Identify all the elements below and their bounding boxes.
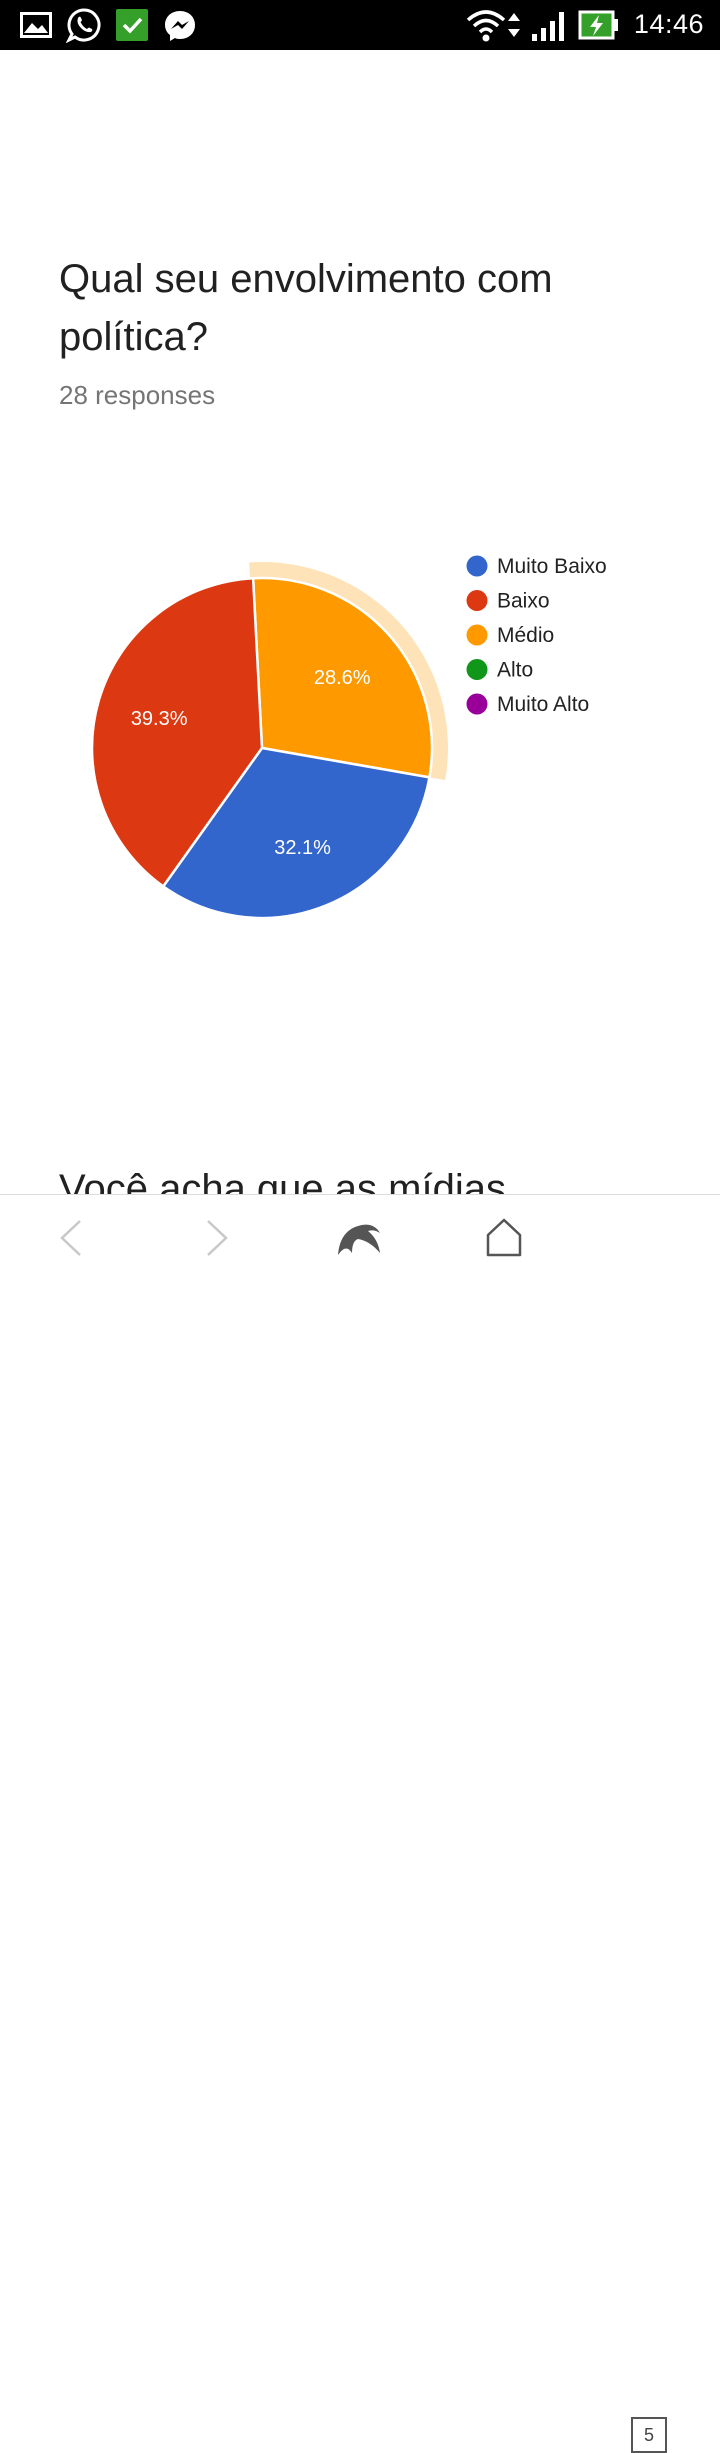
dolphin-icon[interactable] bbox=[318, 1195, 398, 1281]
status-bar: 14:46 bbox=[0, 0, 720, 50]
legend-label[interactable]: Muito Alto bbox=[497, 693, 589, 716]
home-icon[interactable] bbox=[464, 1195, 544, 1281]
wifi-icon bbox=[466, 10, 506, 42]
response-count: 28 responses bbox=[59, 380, 216, 410]
question-title: Qual seu envolvimento com política? bbox=[59, 257, 553, 359]
legend-label[interactable]: Médio bbox=[497, 624, 554, 647]
checkmark-app-icon bbox=[116, 9, 148, 41]
legend-label[interactable]: Muito Baixo bbox=[497, 555, 607, 578]
forward-icon[interactable] bbox=[176, 1195, 256, 1281]
legend-swatch bbox=[466, 555, 488, 577]
slice-label: 39.3% bbox=[131, 708, 188, 730]
slice-label: 28.6% bbox=[314, 667, 371, 689]
legend-label[interactable]: Baixo bbox=[497, 590, 550, 613]
clock: 14:46 bbox=[633, 9, 704, 39]
legend-swatch bbox=[466, 693, 488, 715]
tabs-button[interactable]: 5 bbox=[631, 2417, 667, 2453]
legend-swatch bbox=[466, 659, 488, 680]
pie-slice-muito-baixo[interactable] bbox=[161, 746, 431, 920]
browser-bottom-bar: 5 bbox=[0, 1194, 720, 2453]
data-arrows-icon bbox=[508, 13, 520, 37]
pie-slice-medio[interactable] bbox=[251, 576, 434, 779]
signal-icon bbox=[532, 12, 564, 41]
battery-charging-icon bbox=[578, 10, 618, 40]
legend-label[interactable]: Alto bbox=[497, 659, 533, 682]
pie-slice-baixo[interactable] bbox=[90, 576, 264, 889]
form-summary-page[interactable]: Qual seu envolvimento com política? 28 r… bbox=[0, 50, 720, 1194]
pie-chart[interactable]: 28.6% 32.1% 39.3% Muito Baixo Baixo Médio Alt… bbox=[0, 470, 720, 970]
slice-label: 32.1% bbox=[274, 837, 331, 859]
legend-swatch bbox=[466, 624, 488, 646]
gallery-icon bbox=[20, 12, 52, 38]
legend-swatch bbox=[466, 590, 488, 611]
back-icon[interactable] bbox=[32, 1195, 112, 1281]
messenger-icon bbox=[165, 11, 195, 41]
whatsapp-icon bbox=[66, 8, 101, 43]
next-question-title: Você acha que as mídias bbox=[59, 1167, 506, 1194]
